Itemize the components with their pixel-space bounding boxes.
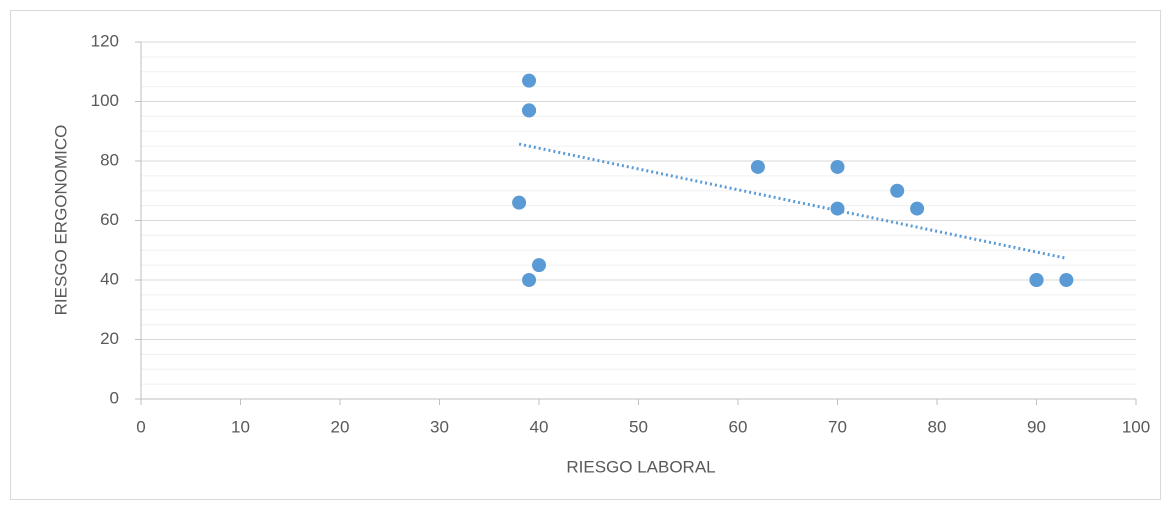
x-tick-label: 10 [231,417,250,436]
y-tick-label: 60 [100,210,119,229]
x-tick-label: 90 [1027,417,1046,436]
y-tick-label: 20 [100,329,119,348]
x-tick-label: 50 [629,417,648,436]
point [532,258,546,273]
point [830,159,845,174]
y-tick-label: 80 [100,150,119,169]
y-tick-label: 40 [100,269,119,288]
x-tick-label: 60 [729,417,748,436]
point [910,201,925,216]
point [522,73,537,88]
x-tick-label: 0 [136,417,145,436]
y-tick-label: 120 [91,31,119,50]
point [890,183,905,198]
y-axis-title: RIESGO ERGONOMICO [51,125,70,316]
x-axis-title: RIESGO LABORAL [566,457,715,476]
trendline [518,142,1067,260]
point [512,195,527,210]
point [1059,273,1074,287]
x-tick-label: 80 [928,417,947,436]
y-tick-label: 100 [91,91,119,110]
point [1029,273,1044,287]
point [522,273,537,287]
point [522,103,537,118]
x-tick-label: 100 [1122,417,1150,436]
chart-border [10,10,1161,500]
y-tick-label: 0 [110,388,119,407]
x-tick-label: 70 [828,417,847,436]
point [830,201,845,216]
point [750,159,765,174]
x-tick-label: 40 [530,417,549,436]
x-tick-label: 30 [430,417,449,436]
x-tick-label: 20 [331,417,350,436]
